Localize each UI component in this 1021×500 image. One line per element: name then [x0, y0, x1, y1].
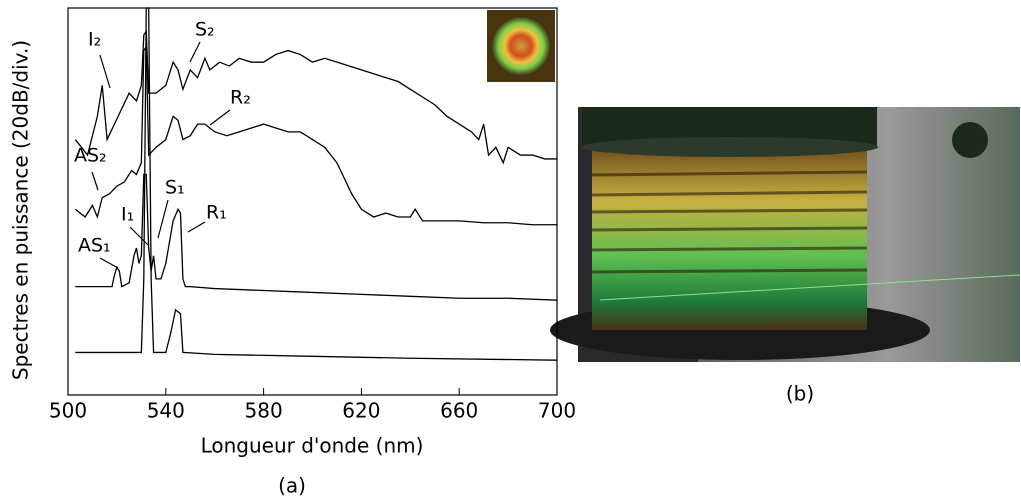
annotation: R₂	[230, 87, 251, 109]
annotation: AS₂	[74, 145, 107, 167]
y-axis-label: Spectres en puissance (20dB/div.)	[9, 40, 33, 380]
plot-frame	[67, 7, 558, 396]
photo	[550, 107, 1021, 362]
x-axis-label: Longueur d'onde (nm)	[201, 434, 424, 458]
x-tick-label: 580	[245, 399, 283, 423]
caption: (b)	[786, 382, 814, 406]
spectrum-line	[75, 7, 558, 361]
annotation: S₁	[165, 177, 185, 199]
x-tick-label: 620	[342, 399, 380, 423]
spectrum-line	[74, 29, 557, 165]
x-tick-label: 660	[440, 399, 478, 423]
x-tick-label: 540	[147, 399, 185, 423]
arrows	[91, 41, 231, 269]
annotation: AS₁	[78, 235, 111, 257]
x-tick-label: 700	[538, 399, 576, 423]
annotation: I₁	[121, 204, 134, 226]
spectrum-line	[74, 44, 557, 226]
annotation: S₂	[195, 19, 215, 41]
caption: (a)	[278, 474, 306, 498]
annotation: I₂	[88, 29, 101, 51]
x-tick-label: 500	[49, 399, 87, 423]
spectrum-line	[75, 173, 558, 301]
annotation: R₁	[206, 202, 227, 224]
inset-image	[487, 10, 555, 82]
